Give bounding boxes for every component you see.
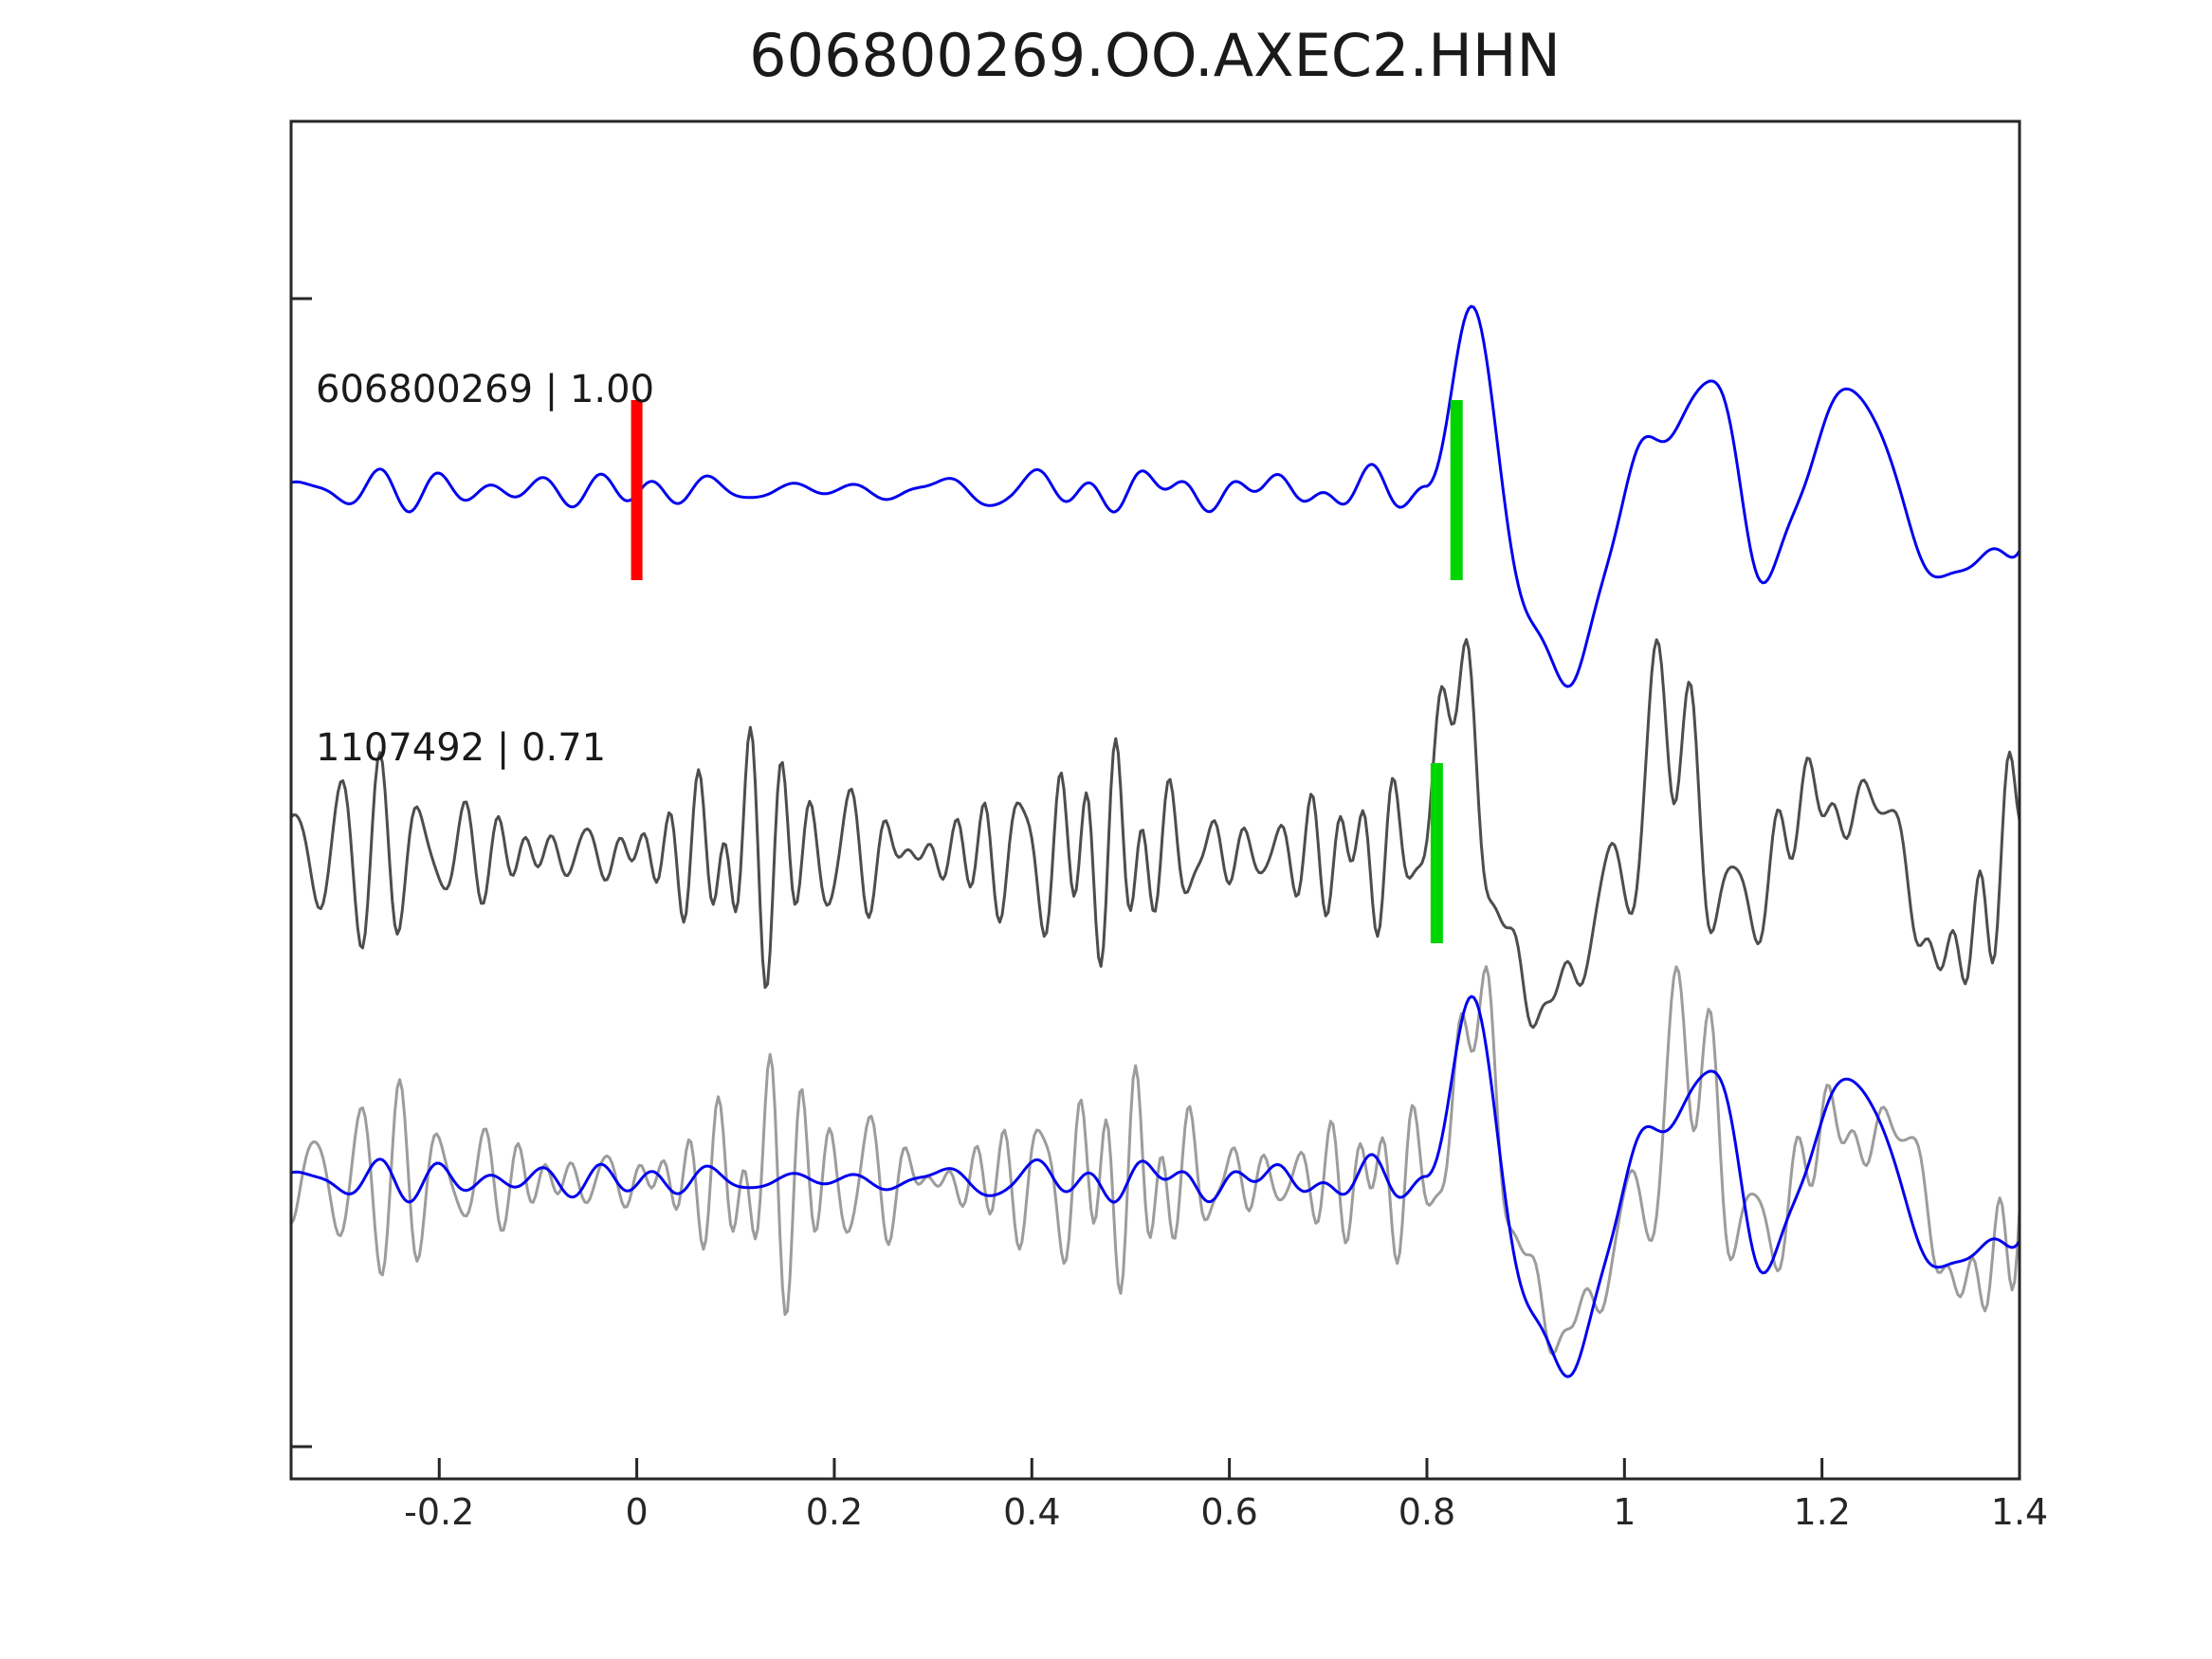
plot-title: 606800269.OO.AXEC2.HHN — [749, 21, 1561, 90]
markers-layer — [631, 400, 1463, 943]
x-tick-label: 0.4 — [1003, 1491, 1060, 1533]
template-label: 606800269 | 1.00 — [316, 368, 654, 411]
x-tick-label: 0.2 — [806, 1491, 863, 1533]
traces-layer — [291, 304, 2020, 1378]
trace-template — [291, 304, 2020, 688]
x-tick-label: 0.8 — [1398, 1491, 1455, 1533]
axes-box — [289, 119, 2021, 1481]
x-tick-label: 0 — [626, 1491, 649, 1533]
detection-label: 1107492 | 0.71 — [316, 726, 606, 770]
ticks-layer: -0.2 0 0.2 0.4 0.6 0.8 1 1.2 1.4 — [291, 297, 2048, 1533]
x-tick-label: 1 — [1613, 1491, 1636, 1533]
trace-detection — [291, 638, 2020, 1030]
x-tick-label: 1.4 — [1991, 1491, 2048, 1533]
x-tick-label: 1.2 — [1793, 1491, 1850, 1533]
x-tick-label: -0.2 — [404, 1491, 474, 1533]
trace-overlay-template — [291, 994, 2020, 1378]
x-tick-label: 0.6 — [1200, 1491, 1257, 1533]
